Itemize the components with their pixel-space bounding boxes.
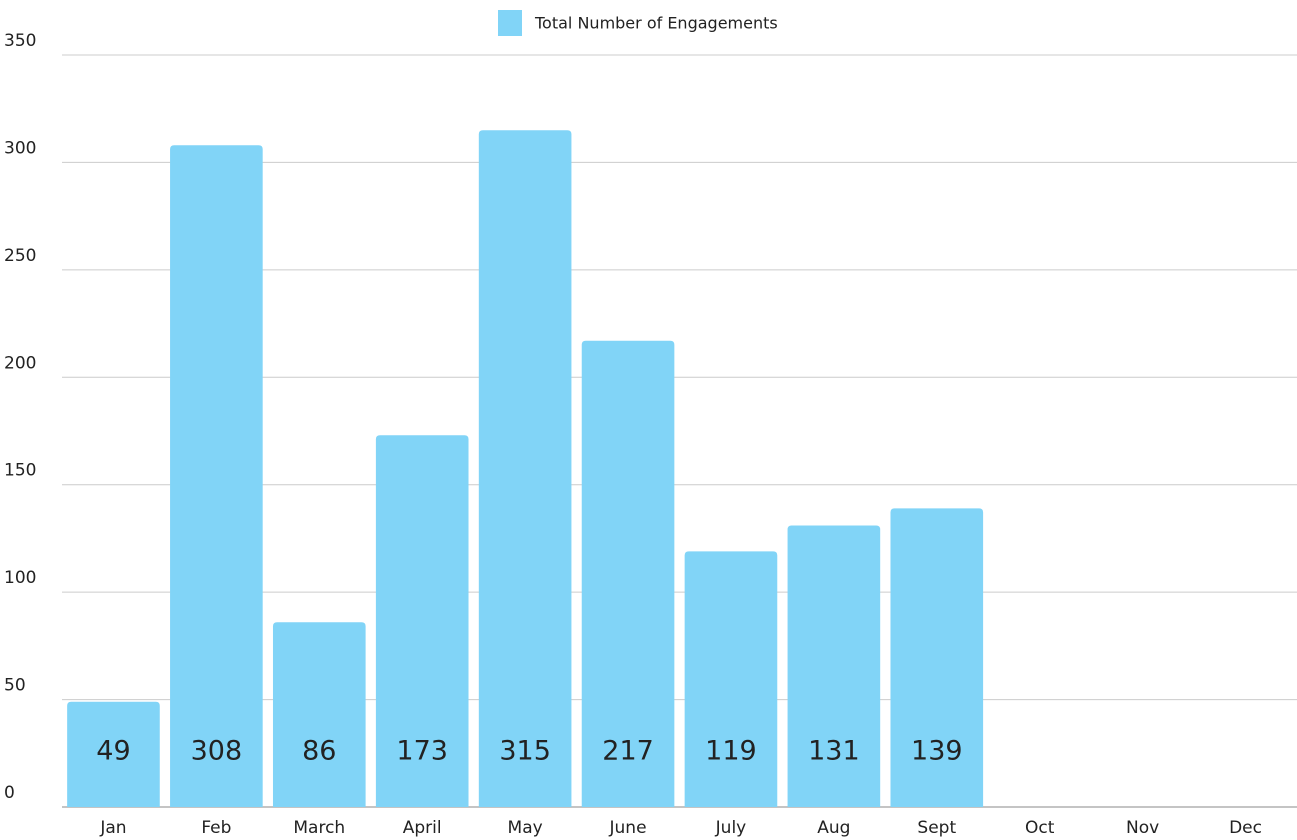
- bar: [375, 435, 469, 807]
- bar: [478, 130, 572, 807]
- x-tick-label: July: [715, 818, 747, 838]
- x-tick-label: March: [293, 818, 345, 838]
- bar: [787, 525, 881, 807]
- bar: [684, 551, 778, 807]
- data-label: 308: [191, 736, 243, 767]
- bar: [67, 701, 160, 807]
- x-tick-label: May: [508, 818, 543, 838]
- x-tick-label: Nov: [1126, 818, 1159, 838]
- y-tick-label: 0: [4, 783, 15, 803]
- y-tick-label: 150: [4, 461, 36, 481]
- bar: [890, 508, 984, 807]
- x-tick-label: Dec: [1229, 818, 1262, 838]
- bar: [170, 145, 263, 808]
- x-tick-label: April: [403, 818, 442, 838]
- x-tick-label: Jan: [99, 818, 126, 838]
- legend-swatch: [498, 10, 522, 36]
- data-label: 315: [499, 736, 551, 767]
- x-tick-label: Sept: [917, 818, 956, 838]
- data-label: 173: [396, 736, 448, 767]
- y-tick-label: 300: [4, 138, 36, 158]
- data-label: 119: [705, 736, 757, 767]
- y-tick-label: 100: [4, 568, 36, 588]
- x-tick-label: Feb: [201, 818, 231, 838]
- data-label: 49: [96, 736, 130, 767]
- bar: [272, 622, 366, 807]
- bar: [581, 340, 675, 807]
- y-tick-label: 50: [4, 676, 26, 696]
- x-tick-label: June: [609, 818, 647, 838]
- data-label: 139: [911, 736, 963, 767]
- x-tick-label: Aug: [817, 818, 850, 838]
- y-tick-label: 250: [4, 246, 36, 266]
- y-tick-label: 350: [4, 31, 36, 51]
- data-label: 86: [302, 736, 336, 767]
- legend-label: Total Number of Engagements: [534, 14, 778, 33]
- data-label: 217: [602, 736, 654, 767]
- x-tick-label: Oct: [1025, 818, 1055, 838]
- data-label: 131: [808, 736, 860, 767]
- y-tick-label: 200: [4, 353, 36, 373]
